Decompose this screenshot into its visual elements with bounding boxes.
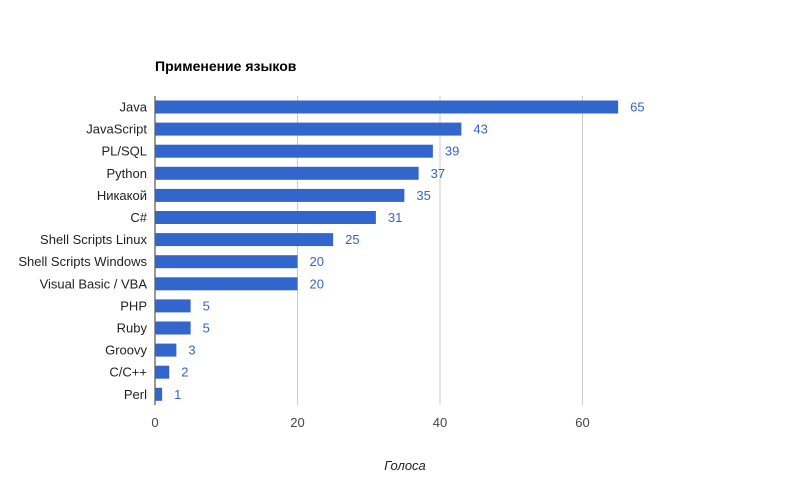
bar (155, 299, 191, 313)
gridlines (154, 96, 583, 405)
value-label: 31 (388, 210, 402, 225)
value-label: 37 (431, 166, 445, 181)
category-labels: Java JavaScript PL/SQL Python Никакой C# Shell… (18, 100, 147, 402)
bar (155, 122, 462, 136)
chart-title: Применение языков (155, 58, 297, 74)
value-label: 3 (188, 343, 195, 358)
category-label: PL/SQL (101, 144, 147, 159)
value-label: 43 (473, 122, 487, 137)
bars (155, 100, 619, 401)
value-label: 5 (203, 298, 210, 313)
x-tick-label: 0 (151, 415, 158, 430)
value-label: 1 (174, 387, 181, 402)
bar (155, 365, 170, 379)
x-tick-label: 40 (433, 415, 447, 430)
value-label: 65 (630, 100, 644, 115)
category-label: Groovy (105, 343, 147, 358)
value-label: 20 (310, 254, 324, 269)
bar (155, 100, 619, 114)
category-label: Python (107, 166, 147, 181)
category-label: JavaScript (86, 122, 147, 137)
bar (155, 277, 298, 291)
category-label: C/C++ (109, 365, 147, 380)
category-label: Shell Scripts Linux (40, 232, 147, 247)
value-label: 25 (345, 232, 359, 247)
value-label: 39 (445, 144, 459, 159)
x-tick-label: 60 (575, 415, 589, 430)
category-label: Никакой (97, 188, 147, 203)
value-label: 20 (310, 276, 324, 291)
bar (155, 211, 376, 224)
value-label: 2 (181, 365, 188, 380)
bar (155, 387, 163, 401)
category-label: C# (130, 210, 147, 225)
bar (155, 321, 191, 335)
value-label: 5 (203, 321, 210, 336)
bar (155, 166, 419, 180)
bar (155, 343, 177, 357)
category-label: Visual Basic / VBA (40, 276, 148, 291)
bar (155, 144, 433, 158)
category-label: Perl (124, 387, 147, 402)
bar (155, 255, 298, 269)
x-axis-label: Голоса (384, 458, 426, 473)
category-label: Shell Scripts Windows (18, 254, 147, 269)
value-label: 35 (416, 188, 430, 203)
x-tick-label: 20 (290, 415, 304, 430)
category-label: Java (120, 100, 148, 115)
category-label: Ruby (117, 321, 148, 336)
category-label: PHP (120, 298, 147, 313)
bar (155, 233, 334, 247)
bar (155, 188, 405, 202)
x-tick-labels: 0 20 40 60 (151, 415, 589, 430)
